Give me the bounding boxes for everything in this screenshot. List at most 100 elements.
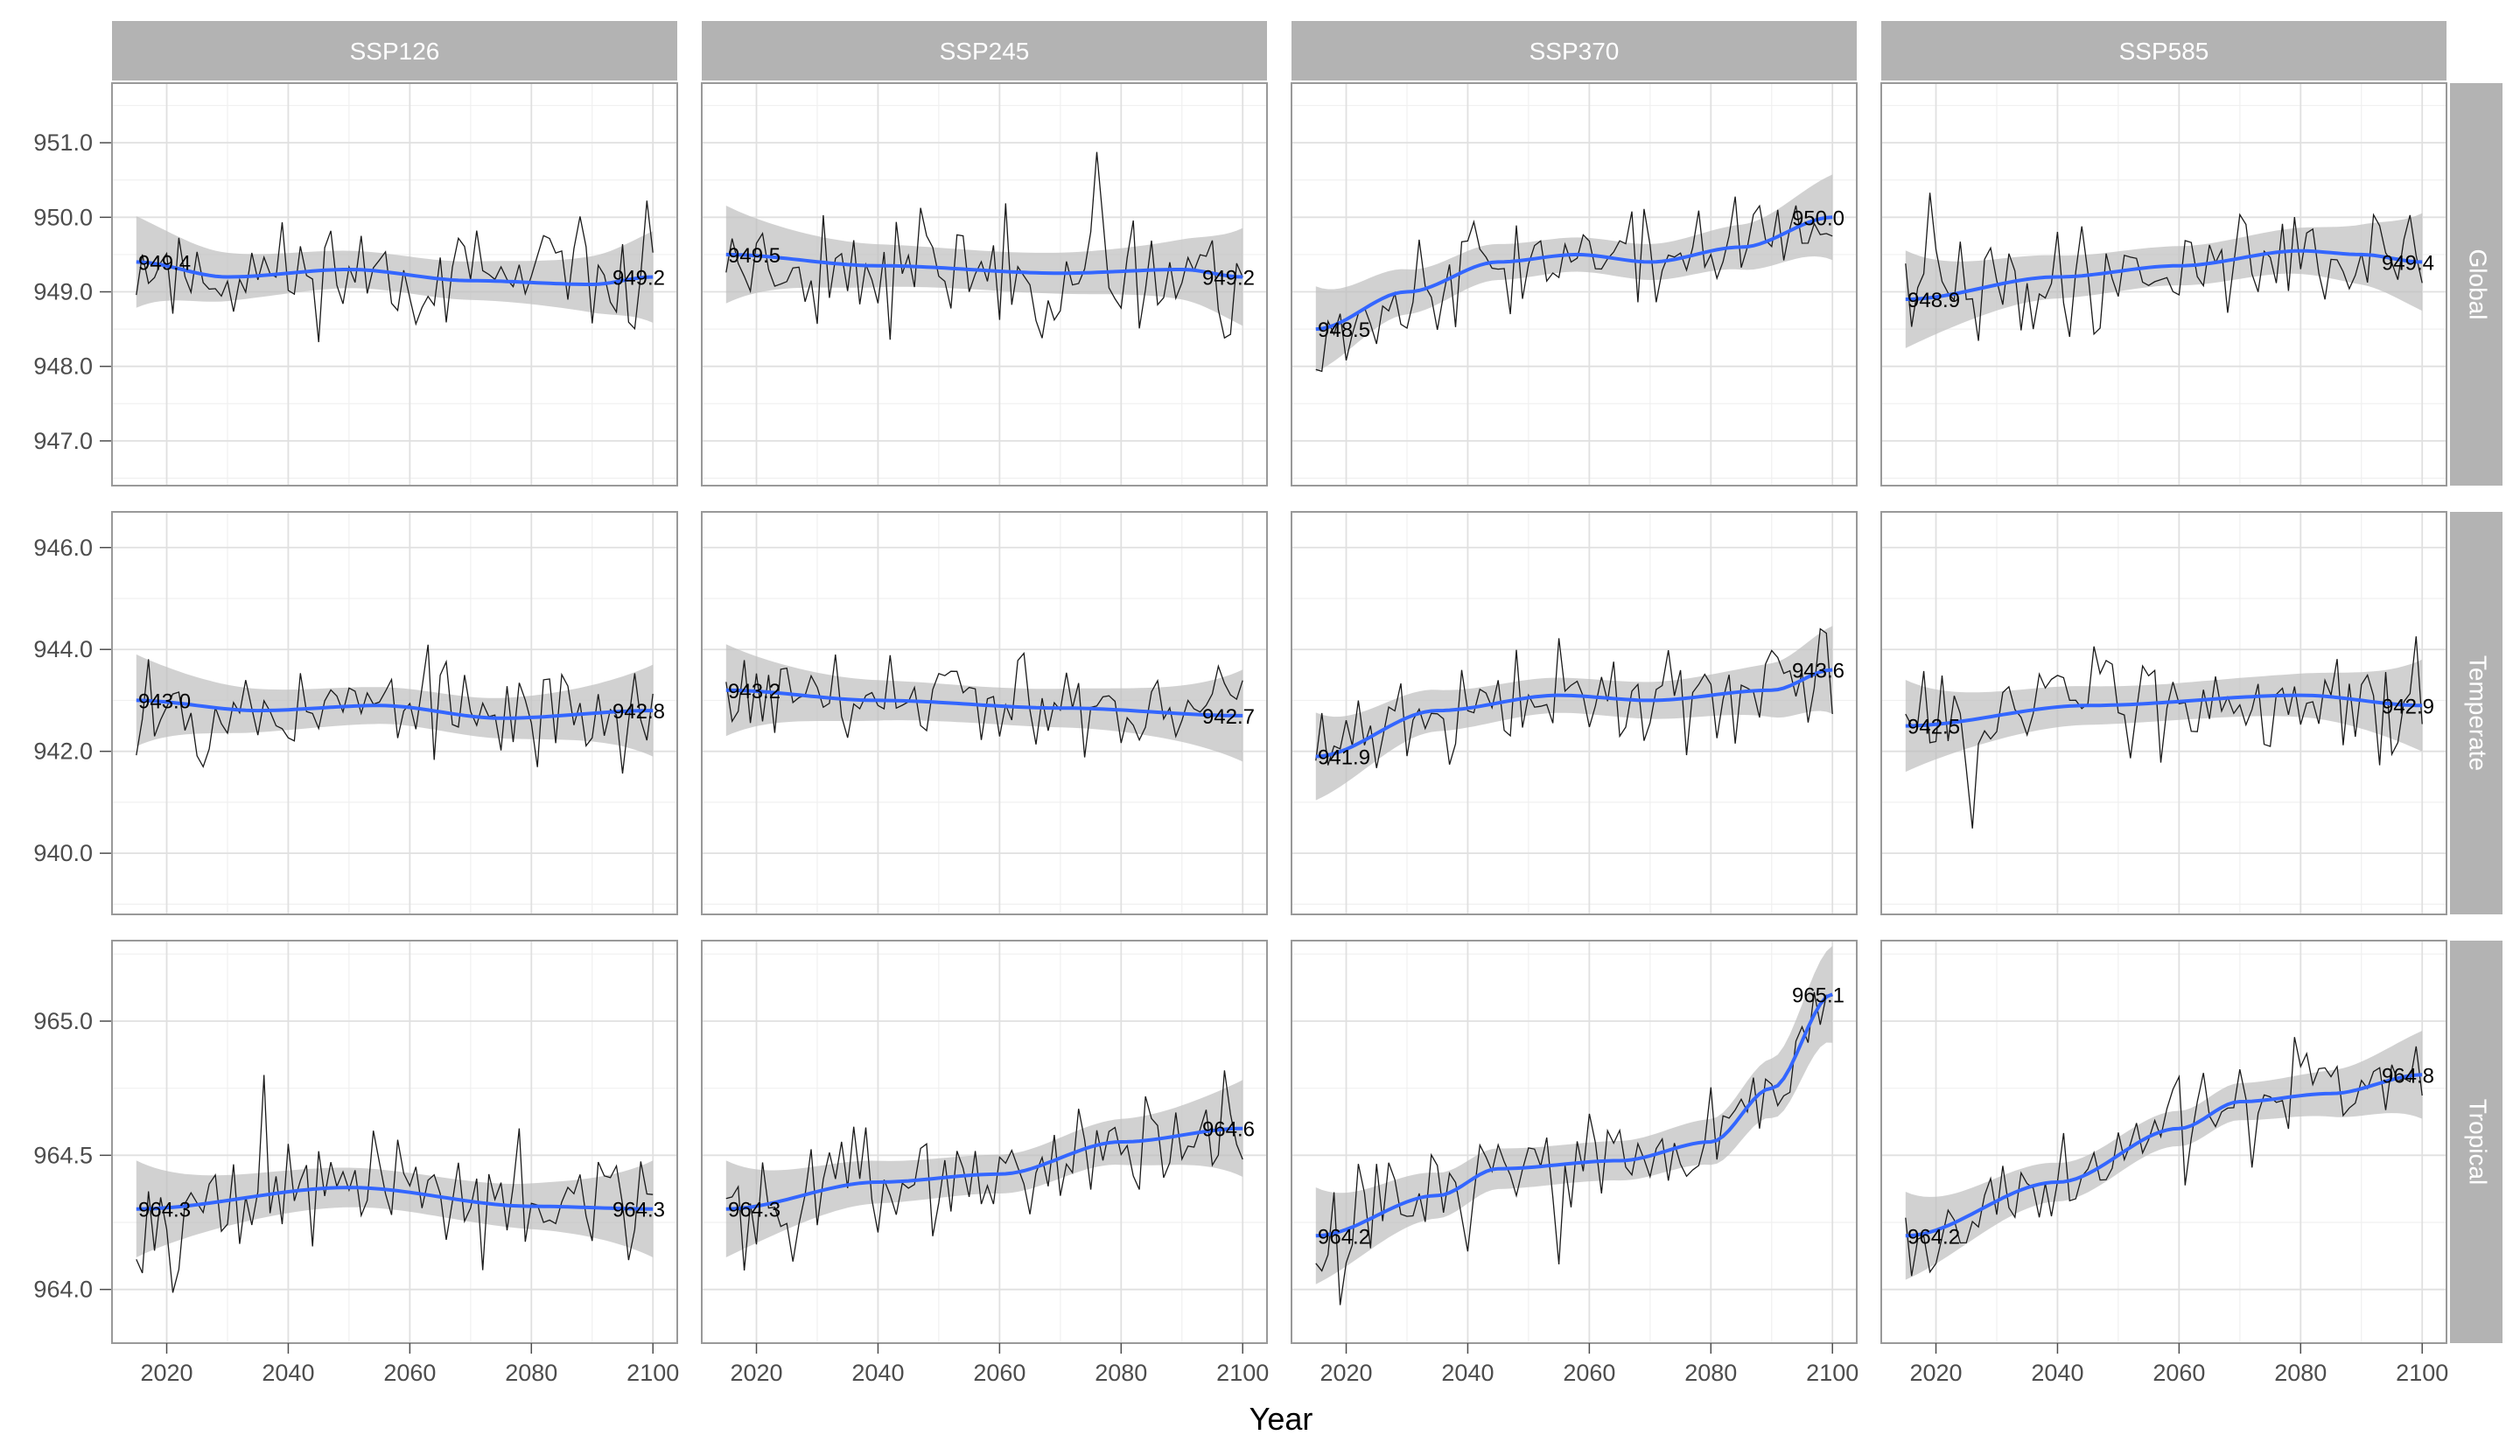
trend-line [1905, 248, 2423, 301]
plot-area [725, 151, 1243, 340]
strip-background [1292, 21, 1857, 80]
strip-label: Temperate [2465, 655, 2492, 771]
confidence-ribbon [1315, 626, 1833, 801]
x-tick-label: 2080 [1684, 1360, 1737, 1386]
end-value-label: 965.1 [1792, 984, 1844, 1007]
plot-area [1315, 174, 1833, 373]
x-tick-label: 2060 [1563, 1360, 1615, 1386]
panel-ssp370-global: 948.5 950.0 [1291, 82, 1858, 486]
panel-background [1292, 941, 1857, 1343]
trend-line [1905, 1073, 2423, 1238]
end-value-label: 942.8 [612, 700, 665, 724]
x-tick-label: 2020 [1909, 1360, 1962, 1386]
panel-ssp126-tropical: 964.3 964.3 2020 2040 2060 2080 2100 [111, 940, 679, 1386]
annual-series-line [1905, 636, 2423, 829]
y-tick-label: 949.0 [33, 279, 93, 305]
x-tick-label: 2100 [2396, 1360, 2448, 1386]
panel-border [111, 940, 678, 1344]
strip-label: SSP585 [2119, 38, 2209, 65]
panel-ssp585-temperate: 942.5 942.9 [1880, 511, 2447, 915]
annual-series-line [1315, 627, 1833, 768]
y-tick-label: 964.0 [33, 1277, 93, 1303]
x-tick-label: 2100 [1216, 1360, 1269, 1386]
x-tick-label: 2020 [140, 1360, 192, 1386]
panel-ssp370-temperate: 941.9 943.6 [1291, 511, 1858, 915]
trend-line [1315, 992, 1833, 1238]
panel-border [701, 82, 1268, 486]
confidence-ribbon [725, 1080, 1243, 1257]
y-tick-label: 965.0 [33, 1008, 93, 1034]
start-value-label: 949.5 [728, 244, 780, 268]
x-tick-label: 2040 [1441, 1360, 1494, 1386]
panel-ssp585-tropical: 964.2 964.8 2020 2040 2060 2080 2100 [1880, 940, 2448, 1386]
confidence-ribbon [1905, 659, 2423, 773]
confidence-ribbon [136, 1160, 654, 1257]
annual-series-line [1905, 192, 2423, 341]
annual-series-line [136, 1074, 654, 1293]
x-tick-label: 2100 [1806, 1360, 1858, 1386]
annual-series-line [725, 1070, 1243, 1271]
end-value-label: 943.6 [1792, 660, 1844, 683]
strip-label: SSP245 [940, 38, 1030, 65]
plot-area [1905, 192, 2423, 348]
panel-border [1291, 940, 1858, 1344]
x-tick-label: 2080 [2274, 1360, 2327, 1386]
y-tick-label: 950.0 [33, 204, 93, 230]
trend-line [136, 260, 654, 286]
panel-border [1880, 511, 2447, 915]
x-axis-title: Year [1250, 1401, 1313, 1437]
annual-series-line [725, 652, 1243, 758]
panel-border [1291, 511, 1858, 915]
x-tick-label: 2020 [730, 1360, 782, 1386]
plot-area [136, 1074, 654, 1293]
x-tick-label: 2080 [505, 1360, 557, 1386]
trend-line [1315, 215, 1833, 332]
facet-strip-ssp370: SSP370 [1292, 21, 1857, 80]
y-tick-label: 942.0 [33, 738, 93, 765]
strip-background [2450, 941, 2502, 1343]
start-value-label: 964.2 [1908, 1225, 1960, 1249]
trend-line [1905, 693, 2423, 728]
confidence-ribbon [1315, 174, 1833, 372]
start-value-label: 941.9 [1318, 746, 1370, 769]
plot-area [136, 644, 654, 774]
y-tick-label: 964.5 [33, 1142, 93, 1168]
facet-strip-tropical: Tropical [2450, 941, 2502, 1343]
panel-border [701, 940, 1268, 1344]
strip-background [2450, 512, 2502, 914]
strip-background [702, 21, 1267, 80]
strip-background [112, 21, 677, 80]
panel-ssp245-temperate: 943.2 942.7 [701, 511, 1268, 915]
x-tick-label: 2080 [1095, 1360, 1147, 1386]
start-value-label: 948.5 [1318, 318, 1370, 342]
strip-label: Tropical [2465, 1099, 2492, 1186]
start-value-label: 943.0 [138, 690, 191, 713]
strip-label: SSP126 [350, 38, 440, 65]
panel-border [111, 82, 678, 486]
x-tick-label: 2040 [262, 1360, 314, 1386]
plot-area [725, 644, 1243, 762]
trend-line [725, 252, 1243, 279]
plot-area [1315, 946, 1833, 1306]
panel-border [1880, 82, 2447, 486]
confidence-ribbon [725, 644, 1243, 762]
start-value-label: 964.3 [728, 1199, 780, 1222]
trend-line [136, 698, 654, 720]
start-value-label: 948.9 [1908, 289, 1960, 312]
start-value-label: 943.2 [728, 680, 780, 704]
strip-label: SSP370 [1530, 38, 1620, 65]
facet-strip-ssp126: SSP126 [112, 21, 677, 80]
panel-ssp245-global: 949.5 949.2 [701, 82, 1268, 486]
end-value-label: 964.6 [1202, 1118, 1255, 1142]
end-value-label: 942.9 [2382, 695, 2434, 718]
x-tick-label: 2060 [2152, 1360, 2205, 1386]
trend-line [725, 688, 1243, 718]
end-value-label: 950.0 [1792, 206, 1844, 230]
end-value-label: 942.7 [1202, 705, 1255, 729]
start-value-label: 964.2 [1318, 1225, 1370, 1249]
x-tick-label: 2040 [851, 1360, 904, 1386]
trend-line [725, 1126, 1243, 1211]
confidence-ribbon [1905, 213, 2423, 348]
x-tick-label: 2020 [1320, 1360, 1372, 1386]
confidence-ribbon [136, 216, 654, 323]
